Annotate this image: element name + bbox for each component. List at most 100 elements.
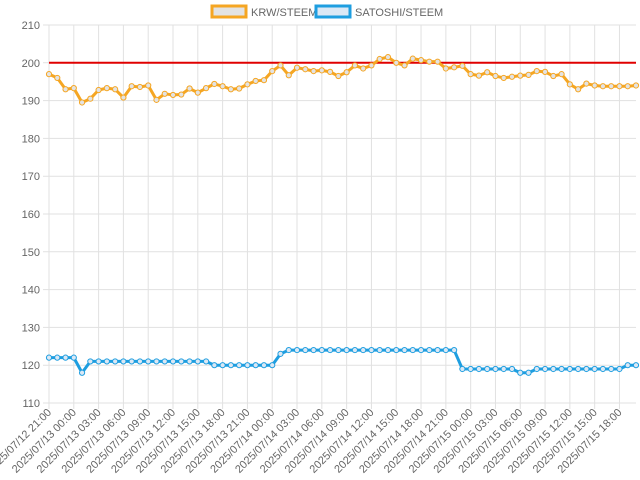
data-point[interactable] <box>70 354 77 361</box>
data-point[interactable] <box>136 83 144 91</box>
data-point[interactable] <box>103 358 110 365</box>
data-point[interactable] <box>54 354 61 361</box>
data-point[interactable] <box>475 365 483 373</box>
data-point[interactable] <box>376 55 383 63</box>
data-point[interactable] <box>302 66 309 73</box>
data-point[interactable] <box>451 64 458 71</box>
data-point[interactable] <box>153 358 160 365</box>
data-point[interactable] <box>318 346 325 354</box>
data-point[interactable] <box>178 358 185 365</box>
data-point[interactable] <box>186 85 193 92</box>
data-point[interactable] <box>169 91 177 99</box>
data-point[interactable] <box>95 358 102 365</box>
data-point[interactable] <box>45 354 53 361</box>
data-point[interactable] <box>575 365 582 373</box>
data-point[interactable] <box>269 362 276 369</box>
data-point[interactable] <box>442 65 449 72</box>
data-point[interactable] <box>393 59 400 66</box>
data-point[interactable] <box>624 362 631 369</box>
data-point[interactable] <box>566 365 573 373</box>
data-point[interactable] <box>293 346 301 354</box>
data-point[interactable] <box>616 365 623 373</box>
data-point[interactable] <box>417 346 425 354</box>
data-point[interactable] <box>45 71 53 78</box>
data-point[interactable] <box>260 362 268 369</box>
data-point[interactable] <box>467 365 474 373</box>
data-point[interactable] <box>599 365 607 373</box>
data-point[interactable] <box>550 72 557 80</box>
data-point[interactable] <box>384 54 392 61</box>
data-point[interactable] <box>293 64 301 71</box>
data-point[interactable] <box>434 346 441 354</box>
data-point[interactable] <box>95 86 102 94</box>
data-point[interactable] <box>269 68 276 75</box>
data-point[interactable] <box>608 365 615 373</box>
data-point[interactable] <box>393 346 400 354</box>
data-point[interactable] <box>360 346 367 354</box>
data-point[interactable] <box>484 69 491 76</box>
data-point[interactable] <box>541 68 549 75</box>
data-point[interactable] <box>103 85 110 92</box>
data-point[interactable] <box>409 55 416 62</box>
data-point[interactable] <box>360 65 367 72</box>
data-point[interactable] <box>467 71 474 78</box>
data-point[interactable] <box>500 74 507 82</box>
data-point[interactable] <box>219 83 226 90</box>
data-point[interactable] <box>517 72 524 79</box>
data-point[interactable] <box>368 62 375 69</box>
data-point[interactable] <box>62 86 69 93</box>
data-point[interactable] <box>632 362 640 369</box>
data-point[interactable] <box>459 365 466 373</box>
legend-item-satoshi[interactable]: SATOSHI/STEEM <box>314 4 443 19</box>
data-point[interactable] <box>318 67 325 74</box>
data-point[interactable] <box>285 346 292 354</box>
data-point[interactable] <box>459 62 466 69</box>
data-point[interactable] <box>426 346 433 354</box>
data-point[interactable] <box>128 83 135 90</box>
data-point[interactable] <box>252 362 259 369</box>
legend-item-krw[interactable]: KRW/STEEM <box>210 4 317 19</box>
data-point[interactable] <box>591 365 598 373</box>
data-point[interactable] <box>260 77 268 84</box>
data-point[interactable] <box>326 68 334 75</box>
data-point[interactable] <box>244 362 251 369</box>
data-point[interactable] <box>87 358 94 365</box>
data-point[interactable] <box>178 91 185 98</box>
data-point[interactable] <box>120 358 127 365</box>
data-point[interactable] <box>566 81 573 88</box>
data-point[interactable] <box>525 71 532 78</box>
data-point[interactable] <box>112 86 119 93</box>
data-point[interactable] <box>616 83 623 90</box>
data-point[interactable] <box>202 358 210 365</box>
data-point[interactable] <box>285 72 292 79</box>
data-point[interactable] <box>632 82 640 89</box>
data-point[interactable] <box>227 362 234 369</box>
data-point[interactable] <box>608 83 615 90</box>
data-point[interactable] <box>277 350 284 357</box>
data-point[interactable] <box>202 85 210 92</box>
data-point[interactable] <box>492 72 499 80</box>
data-point[interactable] <box>533 68 540 75</box>
data-point[interactable] <box>62 354 69 361</box>
data-point[interactable] <box>343 346 350 354</box>
data-point[interactable] <box>500 365 507 373</box>
data-point[interactable] <box>384 346 392 354</box>
data-point[interactable] <box>161 90 168 97</box>
data-point[interactable] <box>310 346 317 354</box>
data-point[interactable] <box>442 346 449 354</box>
data-point[interactable] <box>219 362 226 369</box>
data-point[interactable] <box>335 346 342 354</box>
data-point[interactable] <box>401 346 408 354</box>
data-point[interactable] <box>434 58 441 65</box>
data-point[interactable] <box>351 346 359 354</box>
data-point[interactable] <box>368 346 375 354</box>
data-point[interactable] <box>236 362 243 369</box>
data-point[interactable] <box>211 80 218 88</box>
data-point[interactable] <box>236 85 243 92</box>
data-point[interactable] <box>70 85 77 92</box>
data-point[interactable] <box>517 369 524 376</box>
data-point[interactable] <box>194 358 201 365</box>
data-point[interactable] <box>128 358 135 365</box>
data-point[interactable] <box>145 358 152 365</box>
data-point[interactable] <box>401 62 408 69</box>
